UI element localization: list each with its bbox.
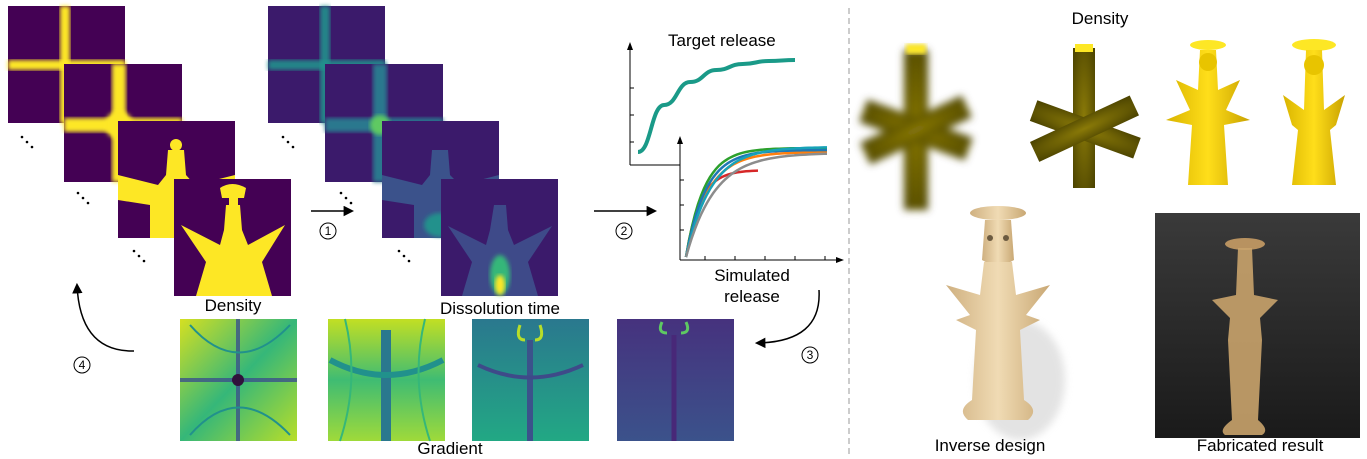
inverse-design-render — [946, 206, 1065, 440]
simulated-label-line2: release — [700, 287, 804, 306]
gradient-row — [180, 319, 734, 441]
simulated-label-line1: Simulated — [700, 266, 804, 285]
gradient-image-2 — [328, 319, 445, 441]
target-release-chart — [627, 42, 795, 165]
fabricated-result-photo — [1155, 213, 1360, 438]
fabricated-result-label: Fabricated result — [1170, 436, 1350, 455]
step-2-number: 2 — [616, 222, 632, 240]
density-render-sharp-1 — [1166, 40, 1250, 185]
inverse-design-label: Inverse design — [915, 436, 1065, 455]
density-renders-title: Density — [1060, 9, 1140, 28]
step-4-number: 4 — [74, 356, 90, 374]
density-render-blurry-2 — [1030, 44, 1141, 188]
target-release-title: Target release — [668, 31, 776, 50]
density-stack — [8, 6, 291, 296]
gradient-label: Gradient — [395, 439, 505, 458]
gradient-image-1 — [180, 319, 297, 441]
step-3-number: 3 — [802, 346, 818, 364]
density-frame-4 — [174, 179, 291, 296]
arrow-step-4 — [77, 285, 134, 351]
density-render-sharp-2 — [1283, 39, 1345, 185]
simulated-release-chart — [677, 136, 844, 263]
step-1-number: 1 — [320, 222, 336, 240]
target-release-curve — [638, 60, 795, 152]
gradient-image-3 — [472, 319, 589, 441]
dissolution-stack — [268, 6, 558, 296]
density-label: Density — [188, 296, 278, 315]
simulated-release-curve — [686, 154, 827, 257]
dissolution-frame-4 — [441, 179, 558, 296]
gradient-image-4 — [617, 319, 734, 441]
density-render-blurry-1 — [859, 44, 972, 210]
dissolution-time-label: Dissolution time — [420, 299, 580, 318]
